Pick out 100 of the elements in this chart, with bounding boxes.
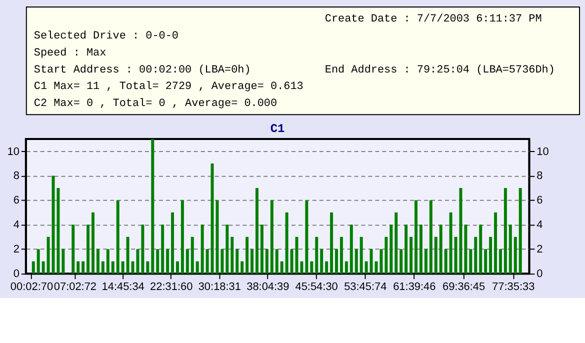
bar — [220, 249, 224, 274]
bar — [364, 261, 368, 274]
x-tick-label: 38:04:39 — [246, 281, 290, 294]
x-tick-label: 30:18:31 — [198, 281, 241, 294]
y-tick-label: 8 — [13, 170, 20, 182]
bar — [498, 249, 502, 274]
bar — [474, 236, 478, 274]
bar — [508, 224, 512, 274]
bar — [489, 236, 492, 274]
text: C2 Max= 0 , Total= 0 , Average= 0.000 — [34, 98, 278, 110]
text: Selected Drive : 0-0-0 — [34, 30, 178, 42]
bar — [260, 224, 264, 274]
text: End Address : 79:25:04 (LBA=5736Dh) — [324, 64, 555, 76]
bar — [514, 236, 517, 274]
bar — [400, 249, 403, 274]
bar — [246, 236, 249, 274]
x-tick-label: 14:45:34 — [102, 281, 144, 294]
bar — [180, 200, 184, 274]
chart-title: C1 — [270, 122, 285, 136]
bar — [121, 261, 124, 274]
bar — [62, 249, 65, 274]
bar — [315, 236, 318, 274]
bar — [101, 261, 104, 274]
bar — [494, 212, 498, 274]
bar — [240, 261, 244, 274]
bar — [146, 261, 150, 274]
bar — [265, 249, 268, 274]
bar — [410, 236, 413, 274]
bar — [106, 249, 110, 274]
y-tick-label: 6 — [13, 194, 20, 207]
bar — [404, 224, 408, 274]
x-tick-label: 07:02:72 — [54, 281, 97, 294]
bar — [76, 261, 80, 274]
bar — [236, 249, 239, 274]
bar — [484, 249, 488, 274]
text: Create Date : 7/7/2003 6:11:37 PM — [324, 13, 542, 26]
y2-tick-label: 6 — [536, 194, 543, 207]
x-tick-label: 22:31:60 — [150, 281, 193, 294]
bar — [96, 249, 100, 274]
y2-tick-label: 0 — [536, 268, 543, 280]
bar — [360, 236, 363, 274]
bar — [380, 249, 383, 274]
bar — [325, 261, 328, 274]
bar — [186, 249, 189, 274]
bar — [46, 236, 50, 274]
bar — [111, 261, 114, 274]
bar — [36, 249, 40, 274]
bar — [384, 236, 388, 274]
bar — [196, 261, 199, 274]
bar — [320, 249, 324, 274]
bar — [82, 261, 85, 274]
text: Start Address : 00:02:00 (LBA=0h) — [34, 64, 251, 76]
bar — [344, 261, 348, 274]
bar — [424, 249, 428, 274]
bar — [414, 200, 418, 274]
bar — [200, 224, 204, 274]
bar — [42, 261, 45, 274]
bar — [305, 200, 308, 274]
bar — [340, 236, 343, 274]
bar — [32, 261, 35, 274]
bar — [479, 224, 482, 274]
bar — [151, 139, 154, 274]
bar — [86, 224, 90, 274]
bar — [434, 236, 438, 274]
bar — [390, 224, 393, 274]
bar — [255, 188, 258, 274]
bar — [300, 261, 304, 274]
bar — [275, 249, 278, 274]
y-tick-label: 0 — [13, 268, 20, 280]
bar — [429, 200, 432, 274]
x-tick-label: 77:35:33 — [492, 281, 535, 294]
x-tick-label: 61:39:46 — [393, 281, 436, 294]
bar — [250, 249, 254, 274]
bar — [504, 188, 507, 274]
bar — [230, 236, 234, 274]
x-tick-label: 69:36:45 — [442, 281, 486, 294]
x-tick-label: 00:02:70 — [10, 281, 54, 294]
bar — [280, 261, 284, 274]
bar — [464, 224, 468, 274]
bar — [419, 224, 422, 274]
bar — [310, 261, 314, 274]
bar — [439, 224, 442, 274]
bar — [335, 249, 338, 274]
bar — [330, 212, 334, 274]
bar — [518, 188, 522, 274]
bar — [394, 212, 398, 274]
y2-tick-label: 10 — [536, 146, 549, 158]
y2-tick-label: 2 — [536, 244, 543, 256]
y2-tick-label: 8 — [536, 170, 543, 182]
bar — [116, 200, 120, 274]
y2-tick-label: 4 — [536, 219, 543, 232]
bar — [469, 249, 472, 274]
bar — [285, 212, 288, 274]
bar — [156, 249, 160, 274]
y-tick-label: 4 — [13, 219, 20, 232]
x-tick-label: 45:54:30 — [295, 281, 338, 294]
bar — [270, 200, 274, 274]
bar — [206, 249, 209, 274]
bar — [449, 212, 452, 274]
text: Speed : Max — [34, 47, 107, 60]
